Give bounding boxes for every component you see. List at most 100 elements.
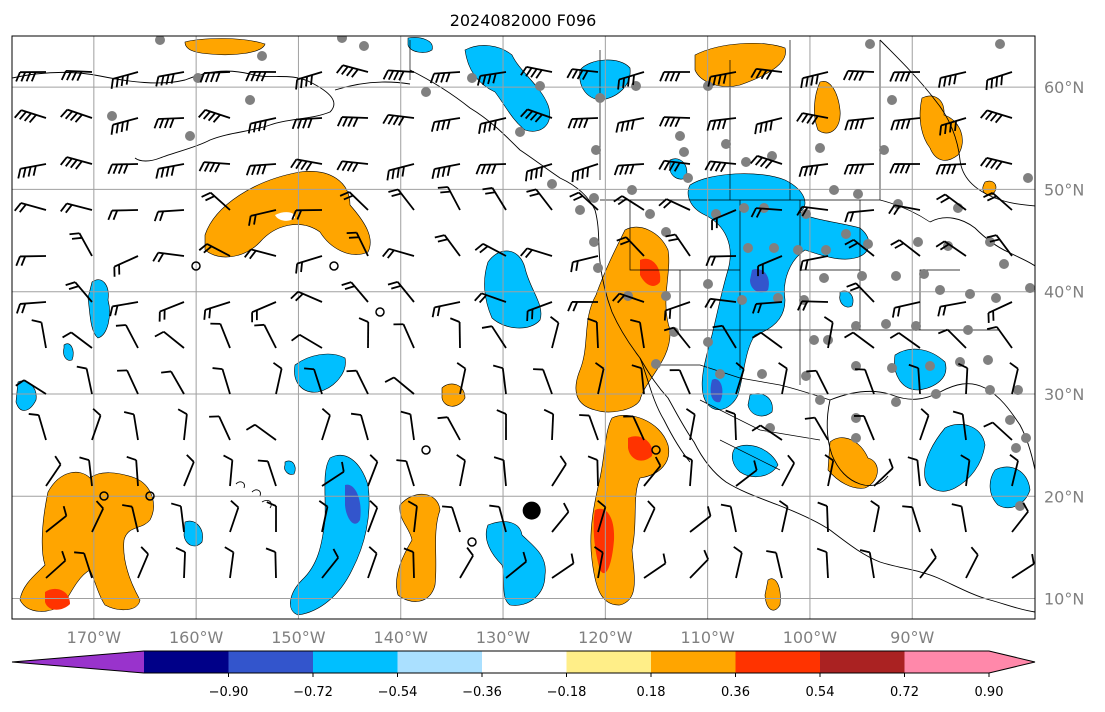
station-dot	[651, 359, 661, 369]
station-dot	[535, 81, 545, 91]
anomaly-region	[484, 250, 542, 329]
station-dot	[865, 39, 875, 49]
longitude-label: 150°W	[271, 628, 326, 647]
anomaly-region	[19, 471, 154, 612]
wind-barb	[960, 454, 971, 487]
hawaii-coastline	[235, 481, 272, 509]
latitude-label: 60°N	[1044, 78, 1084, 97]
colorbar-segment	[144, 651, 229, 673]
wind-barb	[983, 421, 1013, 441]
wind-barb	[31, 319, 47, 349]
wind-barb	[199, 71, 231, 83]
station-markers	[107, 36, 1035, 511]
wind-barb	[631, 364, 645, 395]
station-dot	[467, 73, 477, 83]
wind-barb	[752, 301, 783, 314]
wind-barb	[567, 117, 599, 129]
wind-barb	[658, 159, 691, 172]
wind-barb	[272, 362, 283, 395]
anomaly-region	[63, 343, 74, 361]
state-border	[629, 200, 1000, 385]
wind-barb	[902, 505, 921, 533]
colorbar: −0.90 −0.72 −0.54 −0.36 −0.18 0.18 0.36 0.54 0.7…	[11, 650, 1036, 700]
wind-barb	[403, 547, 415, 579]
wind-barb	[844, 238, 875, 257]
colorbar-tick-label: −0.90	[209, 685, 249, 700]
wind-barb	[442, 505, 461, 533]
station-dot	[739, 203, 749, 213]
wind-barb	[658, 198, 691, 211]
station-dot	[991, 293, 1001, 303]
wind-barb	[16, 301, 47, 314]
station-dot	[887, 95, 897, 105]
anomaly-region	[407, 37, 433, 53]
station-dot	[703, 279, 713, 289]
wind-barb	[750, 207, 783, 218]
station-dot	[815, 395, 825, 405]
anomaly-region	[290, 455, 370, 616]
colorbar-tick-label: −0.72	[293, 685, 333, 700]
wind-barb	[388, 188, 415, 211]
wind-barb	[957, 362, 969, 395]
wind-barb	[937, 301, 967, 317]
wind-barb	[951, 503, 967, 533]
station-dot	[819, 273, 829, 283]
colorbar-segment	[651, 651, 736, 673]
calm-wind-marker	[467, 537, 477, 547]
wind-barb	[520, 66, 553, 79]
station-dot	[851, 321, 861, 331]
wind-barb	[711, 209, 737, 231]
station-dot	[829, 185, 839, 195]
wind-barb	[245, 70, 277, 82]
station-dot	[851, 413, 861, 423]
wind-barb	[336, 64, 369, 78]
wind-barb	[430, 117, 461, 132]
anomaly-region	[87, 279, 110, 339]
wind-barb	[474, 292, 507, 304]
wind-barb	[28, 413, 47, 441]
anomaly-region	[764, 578, 781, 611]
wind-barb	[60, 202, 93, 214]
wind-barb	[617, 71, 645, 90]
wind-barb	[321, 548, 340, 579]
wind-barb	[806, 369, 829, 395]
wind-barb	[79, 456, 93, 487]
wind-barb	[798, 163, 829, 178]
wind-barb	[456, 454, 466, 487]
station-dot	[767, 151, 777, 161]
wind-barb	[569, 191, 599, 211]
wind-barb	[705, 255, 737, 267]
station-dot	[913, 237, 923, 247]
wind-barb	[290, 158, 323, 171]
wind-barb	[295, 71, 323, 90]
wind-barb	[689, 549, 709, 579]
wind-barb	[489, 504, 507, 533]
calm-wind-marker	[651, 445, 661, 455]
longitude-label: 90°W	[890, 628, 934, 647]
wind-barb	[153, 117, 185, 129]
wind-barb	[986, 234, 1013, 257]
wind-barb	[844, 117, 875, 131]
wind-barb	[367, 454, 379, 487]
station-dot	[185, 131, 195, 141]
station-dot	[661, 291, 671, 301]
anomaly-region	[982, 180, 997, 196]
wind-barb	[429, 71, 461, 84]
wind-barb	[15, 71, 47, 82]
anomaly-region	[294, 353, 346, 393]
wind-barb	[210, 322, 231, 349]
station-dot	[879, 145, 889, 155]
wind-barb	[985, 71, 1013, 91]
wind-barb	[846, 282, 875, 303]
station-dot	[589, 237, 599, 247]
latitude-labels: 10°N 20°N 30°N 40°N 50°N 60°N	[1044, 78, 1084, 608]
wind-barb	[431, 301, 461, 318]
station-dot	[107, 111, 117, 121]
wind-barb	[570, 255, 599, 273]
wind-barb	[965, 546, 979, 579]
station-dot	[995, 39, 1005, 49]
station-dot	[547, 179, 557, 189]
wind-barb	[76, 365, 93, 395]
wind-barb	[212, 367, 231, 395]
colorbar-extend-low	[12, 651, 144, 673]
